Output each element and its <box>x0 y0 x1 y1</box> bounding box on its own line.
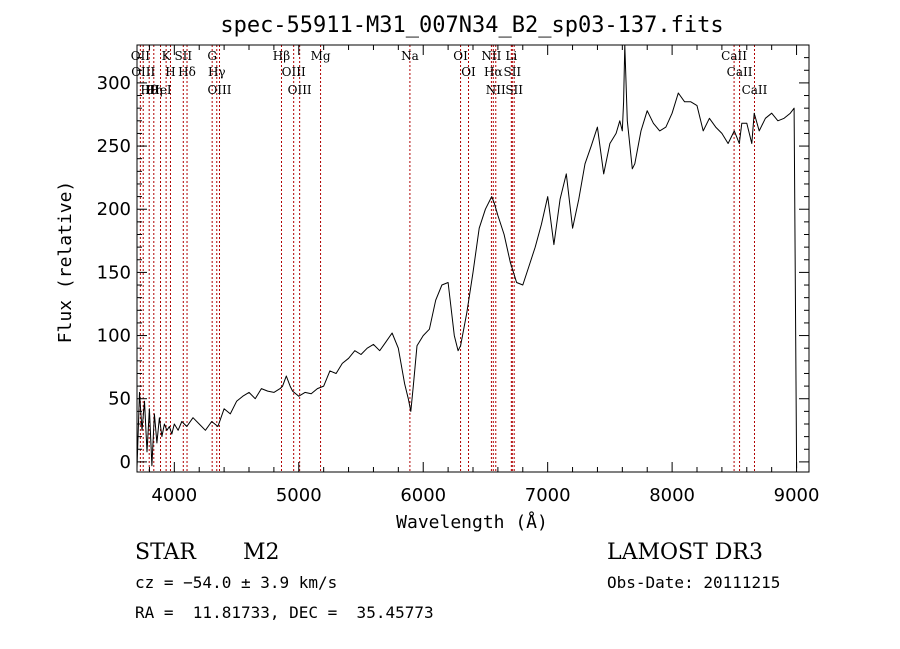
survey-release: LAMOST DR3 <box>607 540 763 565</box>
line-marker-label: SII <box>505 83 523 97</box>
y-axis-label: Flux (relative) <box>55 181 76 344</box>
chart-title: spec-55911-M31_007N34_B2_sp03-137.fits <box>220 13 723 38</box>
object-subclass: M2 <box>243 540 280 565</box>
line-marker-label: Hη <box>145 83 163 97</box>
y-tick-label: 200 <box>97 199 131 220</box>
line-marker-label: Hθ <box>140 83 158 97</box>
line-marker-label: H <box>165 65 175 79</box>
spectrum-line <box>136 44 798 469</box>
line-marker-label: Hδ <box>178 65 196 79</box>
y-tick-label: 300 <box>97 73 131 94</box>
y-tick-label: 100 <box>97 326 131 347</box>
y-tick-label: 0 <box>120 452 131 473</box>
line-marker-label: SII <box>503 65 521 79</box>
x-axis-ticks: 4000 5000 6000 7000 8000 9000 <box>148 45 820 506</box>
y-axis-ticks: 0 50 100 150 200 250 300 <box>97 44 809 473</box>
line-marker-label: OIII <box>288 83 312 97</box>
observation-date: Obs-Date: 20111215 <box>607 573 781 592</box>
line-marker-label: OIII <box>282 65 306 79</box>
line-markers <box>139 45 755 472</box>
line-marker-label: CaII <box>727 65 753 79</box>
y-tick-label: 150 <box>97 262 131 283</box>
x-tick-label: 5000 <box>276 485 322 506</box>
line-marker-label: NII <box>481 49 501 63</box>
object-class: STAR <box>135 540 196 565</box>
line-marker-label: SII <box>174 49 192 63</box>
line-marker-label: OIII <box>131 65 155 79</box>
x-tick-label: 9000 <box>774 485 820 506</box>
plot-frame <box>136 44 810 473</box>
line-marker-label: Mg <box>311 49 331 63</box>
line-marker-label: HeI <box>149 83 172 97</box>
x-tick-label: 7000 <box>525 485 571 506</box>
line-marker-label: Li <box>505 49 517 63</box>
line-marker-label: OI <box>461 65 476 79</box>
line-marker-label: Na <box>401 49 419 63</box>
line-marker-label: Hγ <box>208 65 226 79</box>
sky-coordinates: RA = 11.81733, DEC = 35.45773 <box>135 603 434 622</box>
line-marker-label: K <box>162 49 172 63</box>
redshift-velocity: cz = −54.0 ± 3.9 km/s <box>135 573 338 592</box>
line-marker-label: G <box>207 49 217 63</box>
line-marker-label: OIII <box>207 83 231 97</box>
x-tick-label: 4000 <box>151 485 197 506</box>
line-marker-label: NII <box>486 83 506 97</box>
x-tick-label: 6000 <box>400 485 446 506</box>
x-axis-label: Wavelength (Å) <box>396 511 548 533</box>
y-tick-label: 250 <box>97 136 131 157</box>
y-tick-label: 50 <box>108 389 131 410</box>
line-marker-label: Hβ <box>273 49 290 63</box>
line-marker-label: OI <box>453 49 468 63</box>
x-tick-label: 8000 <box>649 485 695 506</box>
line-marker-label: CaII <box>721 49 747 63</box>
line-marker-label: OII <box>131 49 151 63</box>
line-marker-label: Hα <box>484 65 503 79</box>
line-marker-label: CaII <box>742 83 768 97</box>
